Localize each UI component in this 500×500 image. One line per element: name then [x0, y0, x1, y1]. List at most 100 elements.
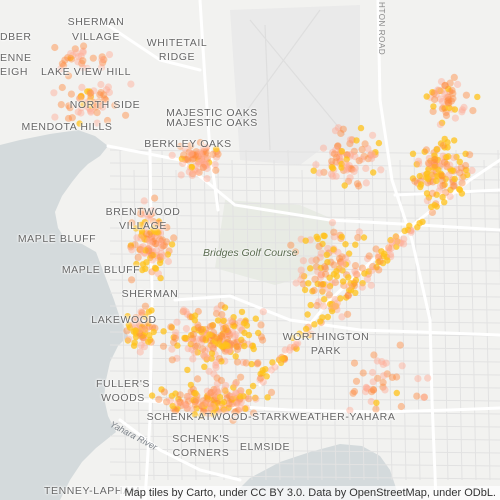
- listing-dot: [206, 331, 213, 338]
- listing-dot: [392, 233, 400, 240]
- label-schenks-corners-1: SCHENK'S: [172, 433, 230, 445]
- listing-dot: [360, 234, 368, 241]
- listing-dot: [237, 393, 244, 400]
- listing-dot: [345, 274, 352, 281]
- listing-dot: [61, 56, 69, 64]
- listing-dot: [204, 354, 212, 362]
- listing-dot: [168, 151, 176, 159]
- listing-dot: [416, 172, 423, 180]
- listing-dot: [346, 174, 354, 182]
- listing-dot: [137, 206, 145, 215]
- listing-dot: [367, 281, 375, 289]
- listing-dot: [425, 165, 432, 173]
- listing-dot: [209, 344, 217, 352]
- listing-dot: [319, 240, 326, 248]
- listing-dot: [97, 63, 106, 72]
- listing-dot: [259, 378, 267, 386]
- listing-dot: [58, 83, 66, 92]
- listing-dot: [330, 228, 338, 236]
- listing-dot: [183, 404, 191, 413]
- listing-dot: [306, 331, 313, 339]
- listing-dot: [218, 311, 226, 319]
- listing-dot: [373, 399, 380, 406]
- map-attribution[interactable]: Map tiles by Carto, under CC BY 3.0. Dat…: [120, 486, 500, 500]
- listing-dot: [167, 323, 175, 331]
- listing-dot: [439, 193, 446, 201]
- listing-dot: [137, 341, 145, 349]
- listing-dot: [128, 246, 136, 254]
- listing-dot: [79, 57, 87, 65]
- listing-dot: [87, 89, 95, 97]
- listing-dot: [358, 155, 366, 163]
- listing-dot: [382, 359, 390, 367]
- listing-dot: [368, 388, 376, 396]
- listing-dot: [203, 394, 211, 402]
- listing-dot: [201, 353, 209, 361]
- listing-dot: [156, 259, 164, 267]
- listing-dot: [315, 298, 323, 306]
- listing-dot: [425, 160, 433, 168]
- listing-dot: [188, 338, 196, 346]
- listing-dot: [142, 265, 149, 272]
- listing-dot: [438, 87, 446, 95]
- listing-dot: [98, 53, 106, 61]
- listing-dot: [89, 54, 97, 62]
- listing-dot: [195, 168, 203, 176]
- listing-dot: [257, 333, 266, 341]
- listing-dot: [68, 114, 76, 122]
- listing-dot: [380, 372, 388, 380]
- listing-dot: [191, 151, 199, 159]
- listing-dot: [76, 120, 83, 127]
- listing-dot: [317, 281, 325, 289]
- listing-dot: [317, 264, 324, 272]
- listing-dot: [314, 280, 321, 287]
- listing-dot: [143, 259, 150, 266]
- listing-dot: [158, 386, 165, 393]
- listing-dot: [173, 354, 181, 362]
- listing-dot: [194, 324, 202, 332]
- listing-dot: [325, 291, 333, 299]
- listing-dot: [201, 402, 208, 410]
- listing-dot: [140, 343, 148, 351]
- listing-dot: [297, 266, 305, 274]
- listing-dot: [241, 342, 248, 350]
- listing-dot: [339, 278, 347, 285]
- listing-dot: [438, 172, 446, 180]
- listing-dot: [64, 114, 73, 123]
- listing-dot: [315, 169, 323, 177]
- listing-dot: [328, 219, 337, 227]
- listing-dot: [86, 90, 94, 98]
- listing-dot: [413, 161, 420, 168]
- listing-dot: [192, 148, 200, 156]
- listing-dot: [441, 105, 448, 112]
- listing-dot: [183, 392, 191, 401]
- listing-dot: [153, 247, 161, 255]
- listing-dot: [373, 264, 380, 271]
- label-maple-bluff-2: MAPLE BLUFF: [61, 264, 141, 276]
- listing-dot: [242, 405, 249, 412]
- listing-dot: [224, 322, 232, 330]
- listing-dot: [78, 83, 86, 91]
- listing-dot: [237, 398, 245, 406]
- listing-dot: [182, 325, 190, 333]
- listing-dot: [443, 162, 451, 170]
- listing-dot: [312, 161, 320, 169]
- listing-dot: [342, 241, 349, 248]
- listing-dot: [444, 144, 451, 151]
- listing-dot: [203, 143, 211, 151]
- listing-dot: [301, 286, 309, 294]
- listing-dot: [231, 408, 239, 416]
- listing-dot: [370, 351, 378, 359]
- listing-dot: [197, 151, 205, 159]
- listing-dot: [97, 80, 105, 89]
- listing-dot: [319, 281, 326, 288]
- listing-dot: [95, 98, 103, 106]
- listing-dot: [199, 163, 207, 171]
- listing-dot: [474, 93, 481, 101]
- listing-dot: [252, 315, 259, 322]
- listing-dot: [327, 301, 334, 308]
- listing-dot: [80, 101, 87, 108]
- listing-dot: [151, 194, 159, 202]
